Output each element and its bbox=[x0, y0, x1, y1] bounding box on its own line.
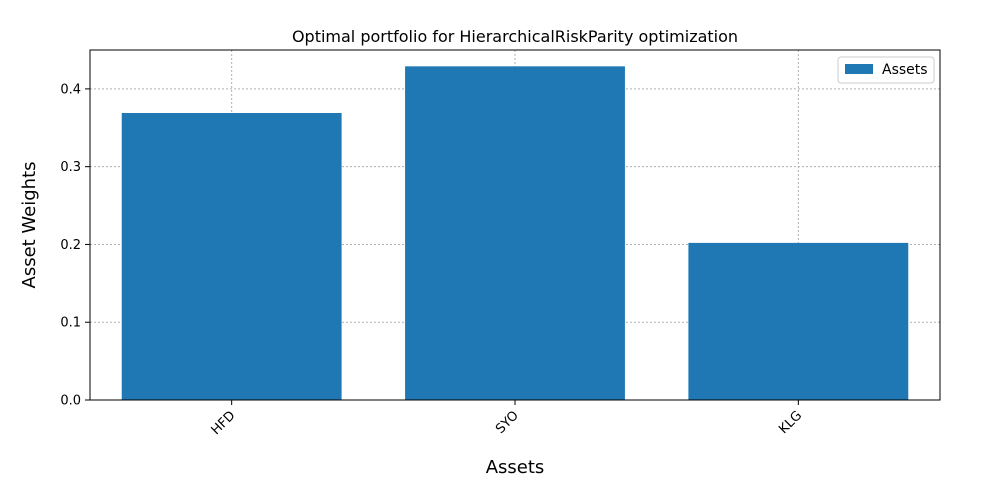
x-tick-label-klg: KLG bbox=[776, 408, 805, 437]
legend-box bbox=[837, 56, 935, 84]
x-tick-label-syo: SYO bbox=[493, 408, 522, 437]
bar-hfd bbox=[121, 113, 342, 400]
x-tick-label-hfd: HFD bbox=[209, 408, 239, 438]
x-axis-label: Assets bbox=[486, 457, 545, 478]
legend-label: Assets bbox=[882, 62, 928, 78]
chart-title: Optimal portfolio for HierarchicalRiskPa… bbox=[292, 27, 738, 46]
y-tick-label: 0.2 bbox=[60, 238, 81, 253]
y-tick-label: 0.4 bbox=[60, 82, 81, 97]
bars-layer bbox=[121, 66, 909, 400]
y-axis-label: Asset Weights bbox=[19, 161, 40, 288]
y-tick-label: 0.3 bbox=[60, 160, 81, 175]
legend: Assets bbox=[837, 56, 935, 84]
legend-swatch bbox=[845, 64, 873, 74]
y-tick-label: 0.0 bbox=[60, 394, 81, 409]
bar-klg bbox=[688, 242, 909, 400]
bar-syo bbox=[405, 66, 625, 400]
y-tick-label: 0.1 bbox=[60, 316, 81, 331]
